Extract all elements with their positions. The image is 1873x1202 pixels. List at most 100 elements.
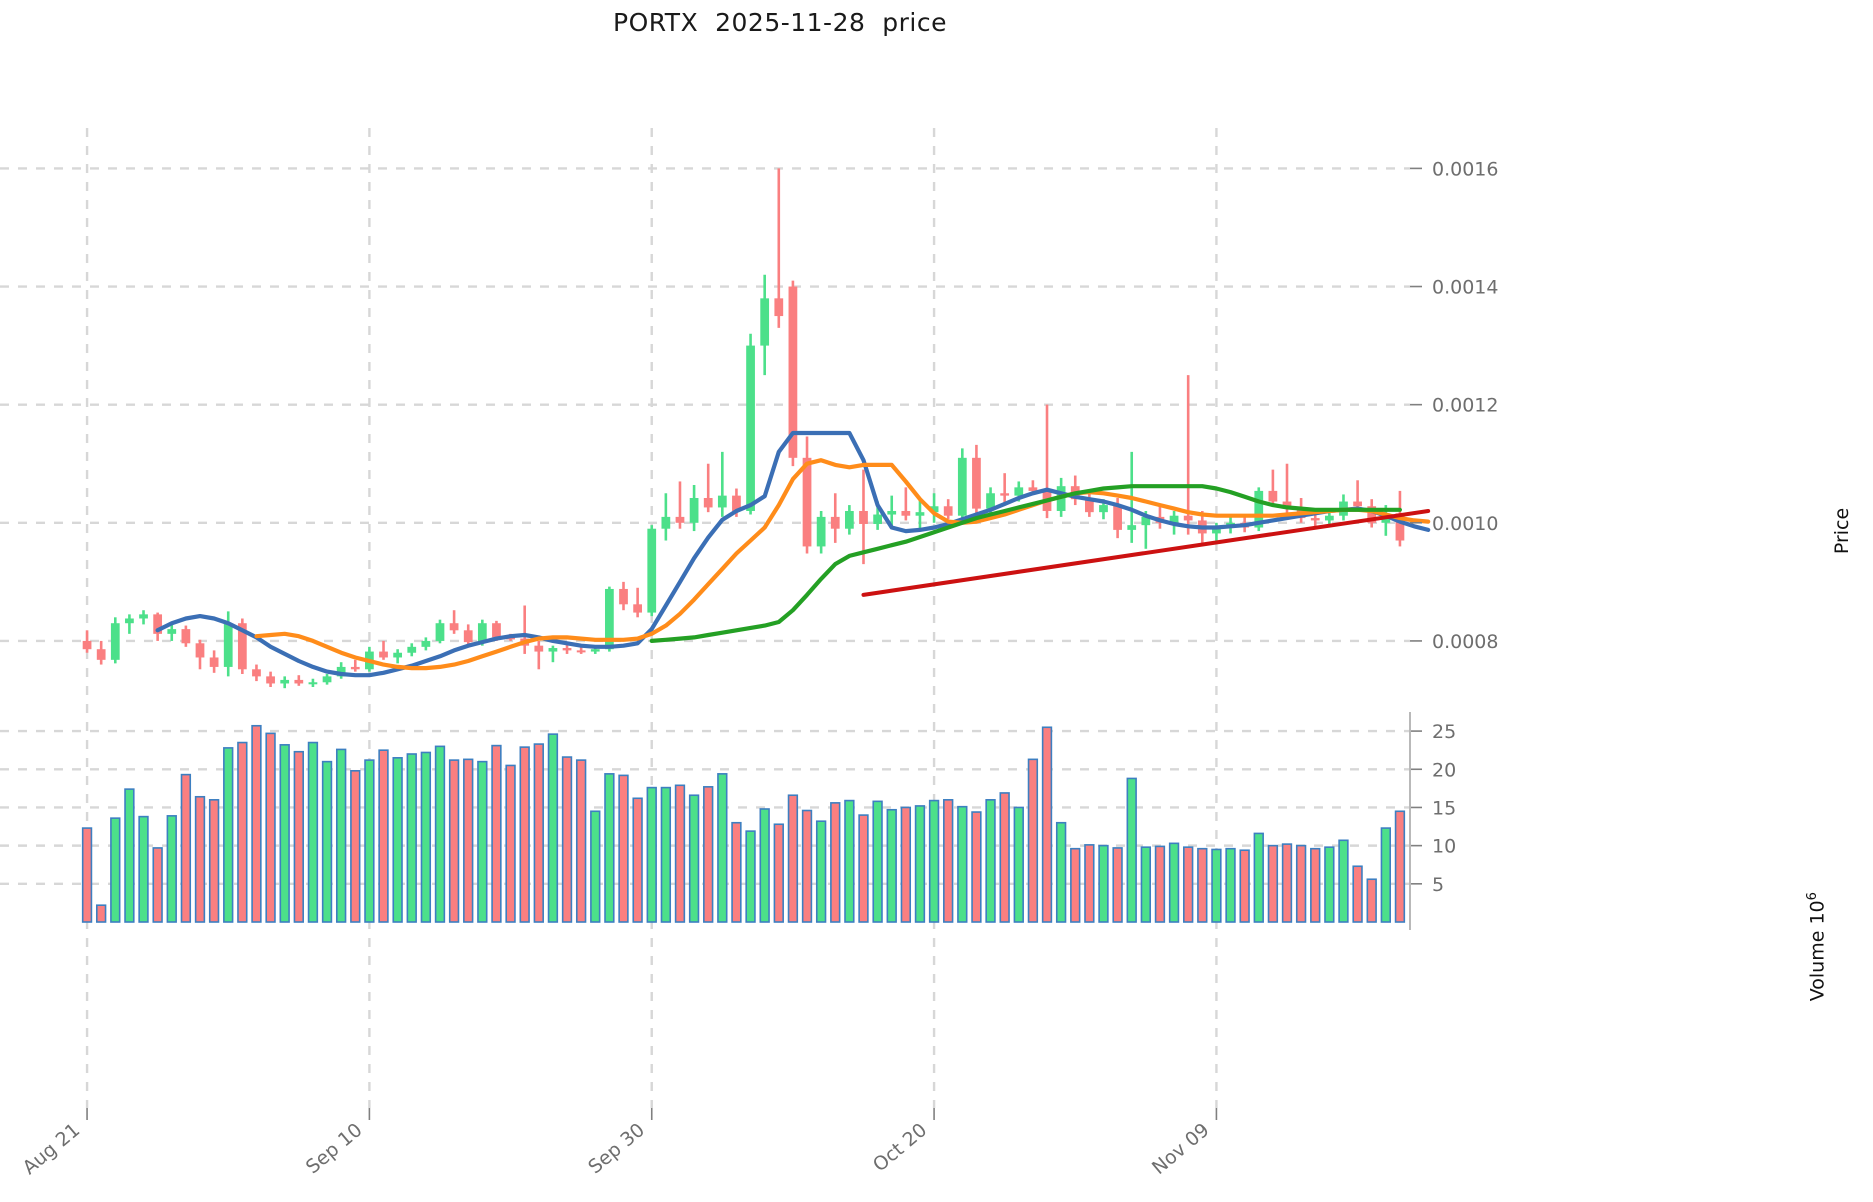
candle-body — [901, 510, 911, 516]
volume-bar — [124, 788, 135, 923]
volume-bar — [448, 759, 460, 923]
candle-body — [957, 457, 967, 516]
volume-bar — [138, 815, 149, 923]
volume-bar — [364, 759, 375, 923]
axis-ticks-layer: 0.0016 0.0014 0.0012 0.0010 0.0008 25 20 15 10 5 — [1409, 158, 1498, 930]
candle-body — [590, 649, 600, 652]
candle-body — [562, 648, 572, 651]
volume-bar — [830, 802, 841, 923]
volume-bar — [547, 733, 559, 923]
volume-bar — [420, 751, 432, 923]
candle-body — [1268, 490, 1278, 502]
volume-bar — [943, 799, 954, 923]
candle-body — [845, 510, 854, 529]
candle-body — [1324, 515, 1334, 521]
volume-bar — [1140, 846, 1152, 923]
volume-bar — [717, 773, 728, 923]
volume-bar — [1098, 844, 1109, 923]
volume-bar — [801, 809, 813, 923]
candle-body — [1282, 501, 1292, 509]
candle-body — [449, 623, 459, 631]
candle-body — [647, 528, 657, 613]
candle-body — [110, 623, 120, 660]
volume-bar — [491, 744, 502, 923]
volume-bar — [1324, 846, 1335, 923]
price-tick-label: 0.0010 — [1432, 513, 1498, 535]
volume-bar — [265, 732, 276, 923]
volume-bar — [110, 817, 121, 923]
volume-bar — [1295, 844, 1307, 923]
volume-bar — [815, 820, 827, 923]
candle-body — [717, 495, 727, 508]
volume-bar — [81, 827, 93, 923]
volume-bar — [632, 797, 643, 923]
volume-bars-layer — [81, 724, 1406, 923]
volume-bar — [985, 799, 996, 923]
candle-body — [887, 510, 897, 515]
volume-bar — [477, 760, 488, 923]
volume-bar — [505, 764, 516, 923]
volume-bar — [95, 904, 107, 923]
candle-body — [1310, 518, 1320, 521]
candle-body — [619, 588, 628, 605]
volume-bar — [1183, 846, 1194, 923]
candle-body — [153, 614, 163, 634]
volume-tick-label: 10 — [1432, 836, 1456, 858]
volume-axis-exponent: 6 — [1804, 892, 1820, 901]
volume-tick-label: 5 — [1432, 874, 1444, 896]
volume-bar — [434, 745, 446, 923]
volume-bar — [519, 746, 530, 923]
x-axis-labels-layer: Aug 21 Sep 10 Sep 30 Oct 20 Nov 09 — [19, 1108, 1218, 1179]
x-tick-label: Nov 09 — [1148, 1119, 1214, 1179]
volume-bar — [590, 810, 601, 923]
candle-body — [294, 679, 304, 684]
volume-bar — [533, 743, 544, 923]
candle-body — [1099, 505, 1108, 513]
volume-bar — [1168, 842, 1180, 923]
volume-bar — [1211, 848, 1222, 923]
volume-bar — [223, 747, 234, 923]
volume-bar — [166, 815, 177, 923]
candle-body — [407, 646, 417, 653]
candle-body — [379, 651, 388, 658]
candle-body — [816, 516, 826, 547]
candle-body — [125, 618, 134, 624]
volume-bar — [858, 814, 869, 923]
volume-bar — [392, 757, 403, 923]
candle-body — [576, 650, 586, 653]
volume-bar — [745, 830, 756, 923]
volume-bar — [999, 792, 1010, 923]
volume-bar — [307, 741, 319, 923]
candle-body — [1254, 490, 1264, 528]
trendline-layer — [861, 508, 1431, 597]
volume-bar — [194, 795, 206, 923]
volume-bar — [561, 756, 573, 923]
volume-bar — [1253, 832, 1264, 923]
price-axis-label: Price — [1830, 507, 1853, 555]
candle-body — [322, 676, 332, 683]
candle-body — [859, 510, 868, 524]
x-tick-label: Oct 20 — [869, 1119, 931, 1176]
volume-bar — [872, 800, 883, 923]
price-tick-label: 0.0016 — [1432, 158, 1498, 180]
candle-body — [421, 640, 431, 647]
candle-body — [308, 682, 318, 685]
candle-body — [181, 629, 191, 644]
volume-bar — [1267, 844, 1279, 923]
x-tick-label: Sep 10 — [302, 1119, 367, 1178]
volume-bar — [1055, 821, 1067, 923]
volume-bar — [914, 805, 926, 923]
volume-bar — [321, 760, 333, 923]
volume-bar — [1041, 726, 1053, 923]
candle-body — [1014, 487, 1024, 496]
volume-bar — [152, 847, 163, 923]
volume-tick-label: 15 — [1432, 797, 1456, 819]
candle-body — [1113, 505, 1122, 530]
volume-bar — [773, 823, 784, 923]
ma-line — [254, 458, 1431, 671]
price-tick-label: 0.0008 — [1432, 631, 1498, 653]
candle-body — [788, 286, 798, 458]
candle-body — [1212, 527, 1221, 534]
volume-bar — [703, 786, 714, 923]
